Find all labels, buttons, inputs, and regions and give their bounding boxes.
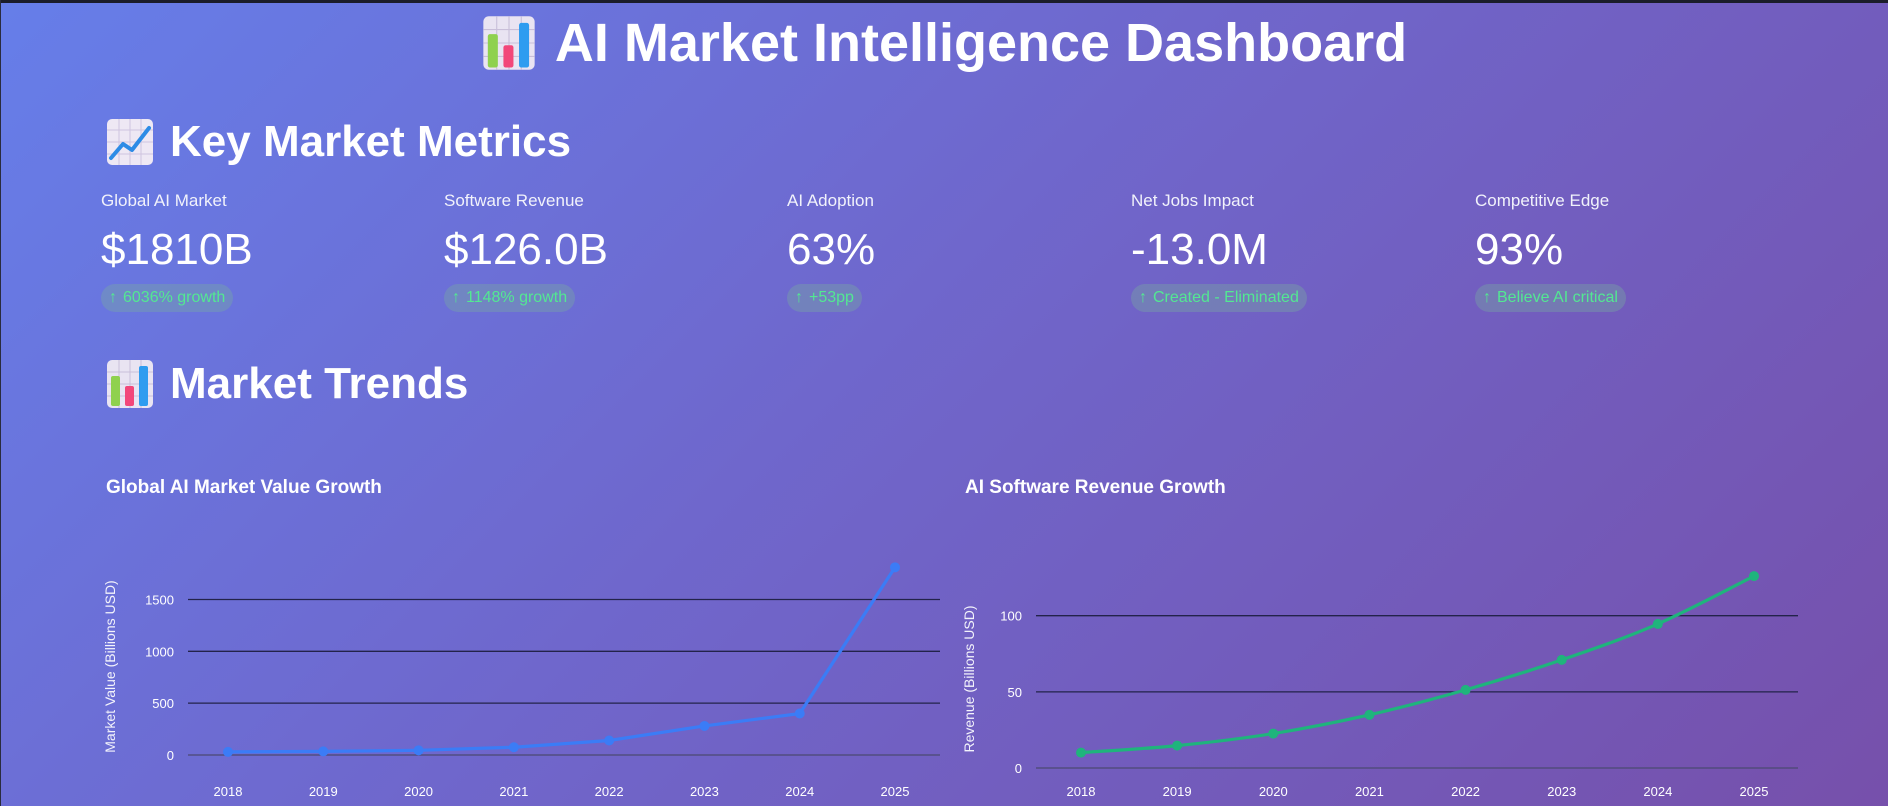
x-tick-label: 2020 bbox=[404, 784, 433, 799]
metric-value: 93% bbox=[1475, 225, 1564, 274]
bar-chart-icon bbox=[483, 16, 535, 70]
metrics-section-title: Key Market Metrics bbox=[106, 114, 571, 170]
x-tick-label: 2019 bbox=[309, 784, 338, 799]
data-point bbox=[508, 742, 519, 753]
x-tick-label: 2024 bbox=[785, 784, 814, 799]
chart-title-market-value: Global AI Market Value Growth bbox=[106, 477, 382, 498]
metric-delta-text: Believe AI critical bbox=[1497, 289, 1618, 306]
metric-delta-text: 1148% growth bbox=[466, 289, 568, 306]
arrow-up-icon: ↑ bbox=[452, 289, 460, 306]
metric-delta-text: Created - Eliminated bbox=[1153, 289, 1299, 306]
x-tick-label: 2023 bbox=[690, 784, 719, 799]
arrow-up-icon: ↑ bbox=[795, 289, 803, 306]
page-title: AI Market Intelligence Dashboard bbox=[0, 8, 1888, 78]
trend-chart-icon bbox=[107, 119, 153, 165]
metric-label: Net Jobs Impact bbox=[1131, 191, 1254, 210]
x-tick-label: 2022 bbox=[595, 784, 624, 799]
data-point bbox=[890, 562, 900, 573]
metric-value: $1810B bbox=[101, 225, 253, 274]
left-border bbox=[0, 0, 1, 806]
x-tick-label: 2021 bbox=[499, 784, 528, 799]
metric-global-ai-market: Global AI Market $1810B ↑ 6036% growth bbox=[101, 190, 421, 312]
arrow-up-icon: ↑ bbox=[1139, 289, 1147, 306]
page-title-text: AI Market Intelligence Dashboard bbox=[554, 13, 1408, 73]
metric-competitive-edge: Competitive Edge 93% ↑ Believe AI critic… bbox=[1475, 190, 1795, 312]
y-tick-label: 1000 bbox=[145, 644, 174, 659]
metric-label: Global AI Market bbox=[101, 191, 227, 210]
trends-section-title-text: Market Trends bbox=[170, 359, 469, 408]
arrow-up-icon: ↑ bbox=[109, 289, 117, 306]
metric-delta: ↑ Created - Eliminated bbox=[1131, 284, 1307, 312]
metric-net-jobs-impact: Net Jobs Impact -13.0M ↑ Created - Elimi… bbox=[1131, 190, 1451, 312]
chart-title-software-revenue: AI Software Revenue Growth bbox=[965, 477, 1226, 498]
data-point bbox=[699, 720, 710, 731]
data-point bbox=[413, 745, 424, 756]
metric-ai-adoption: AI Adoption 63% ↑ +53pp bbox=[787, 190, 1107, 312]
data-point bbox=[794, 708, 805, 719]
metric-delta: ↑ 6036% growth bbox=[101, 284, 234, 312]
metric-delta: ↑ 1148% growth bbox=[444, 284, 576, 312]
metrics-section-title-text: Key Market Metrics bbox=[170, 117, 572, 166]
metric-software-revenue: Software Revenue $126.0B ↑ 1148% growth bbox=[444, 190, 764, 312]
x-tick-label: 2025 bbox=[881, 784, 910, 799]
metric-label: Software Revenue bbox=[444, 191, 584, 210]
metric-label: AI Adoption bbox=[787, 191, 874, 210]
metric-delta-text: 6036% growth bbox=[123, 289, 226, 306]
metric-delta-text: +53pp bbox=[809, 289, 854, 306]
x-tick-label: 2018 bbox=[214, 784, 243, 799]
metric-label: Competitive Edge bbox=[1475, 191, 1610, 210]
arrow-up-icon: ↑ bbox=[1483, 289, 1491, 306]
metric-value: $126.0B bbox=[444, 225, 608, 274]
bar-chart-icon bbox=[107, 360, 153, 408]
data-point bbox=[223, 746, 233, 757]
top-border bbox=[0, 0, 1888, 3]
metric-delta: ↑ Believe AI critical bbox=[1475, 284, 1626, 312]
metric-value: 63% bbox=[787, 225, 876, 274]
series-line bbox=[226, 565, 897, 754]
metric-value: -13.0M bbox=[1131, 225, 1268, 274]
y-axis-label: Market Value (Billions USD) bbox=[102, 580, 118, 752]
data-point bbox=[318, 746, 329, 757]
data-point bbox=[604, 735, 615, 746]
trends-section-title: Market Trends bbox=[106, 356, 468, 412]
y-tick-label: 1500 bbox=[145, 592, 174, 607]
metric-delta: ↑ +53pp bbox=[787, 284, 862, 312]
y-tick-label: 500 bbox=[152, 696, 174, 711]
y-tick-label: 0 bbox=[167, 748, 174, 763]
